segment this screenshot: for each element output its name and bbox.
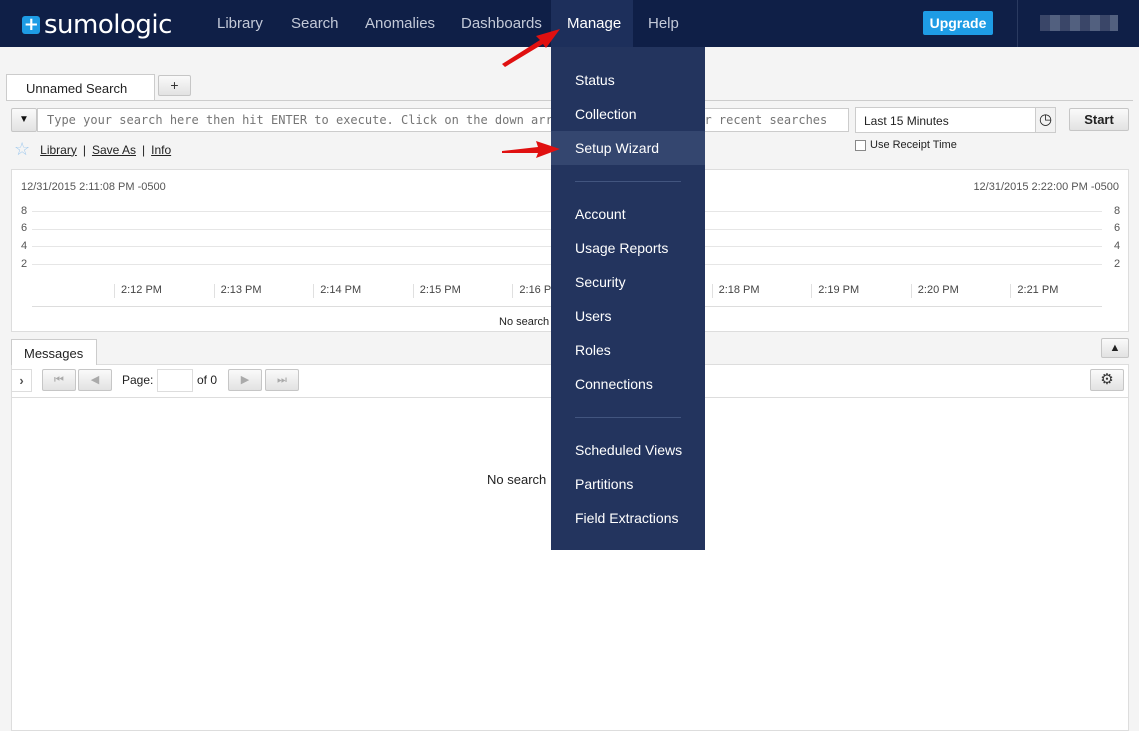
menu-divider	[575, 181, 681, 182]
nav-help[interactable]: Help	[648, 15, 679, 32]
add-tab-button[interactable]: +	[158, 75, 191, 96]
favorite-star-icon[interactable]: ☆	[14, 139, 31, 159]
y-tick-right: 8	[1114, 205, 1121, 217]
plus-icon: +	[22, 14, 40, 35]
clock-icon[interactable]: ◷	[1035, 107, 1056, 133]
manage-dropdown-menu: Status Collection Setup Wizard Account U…	[551, 47, 705, 550]
menu-item-setup-wizard[interactable]: Setup Wizard	[551, 131, 705, 165]
nav-manage[interactable]: Manage	[551, 0, 633, 47]
menu-item-status[interactable]: Status	[575, 72, 615, 88]
red-arrow-icon	[502, 29, 560, 67]
nav-library[interactable]: Library	[217, 15, 263, 32]
page-number-input[interactable]	[157, 369, 193, 392]
menu-item-scheduled-views[interactable]: Scheduled Views	[575, 442, 683, 458]
user-avatar-blurred[interactable]	[1040, 15, 1118, 31]
menu-item-users[interactable]: Users	[575, 308, 612, 324]
y-tick-right: 6	[1114, 222, 1121, 234]
last-page-button[interactable]: ⏭	[265, 369, 299, 391]
menu-item-collection[interactable]: Collection	[575, 106, 637, 122]
tab-messages[interactable]: Messages	[11, 339, 97, 365]
menu-item-roles[interactable]: Roles	[575, 342, 611, 358]
menu-item-security[interactable]: Security	[575, 274, 626, 290]
prev-page-button[interactable]: ◀	[78, 369, 112, 391]
nav-search[interactable]: Search	[291, 15, 339, 32]
x-tick: 2:16 PM	[512, 284, 560, 298]
menu-item-field-extractions[interactable]: Field Extractions	[575, 510, 679, 526]
y-tick-right: 4	[1114, 240, 1121, 252]
x-tick: 2:20 PM	[910, 284, 959, 298]
page-label: Page:	[122, 373, 154, 387]
x-tick: 2:18 PM	[711, 284, 760, 298]
x-tick: 2:19 PM	[811, 284, 859, 298]
x-tick: 2:21 PM	[1010, 284, 1058, 298]
histogram-end-time: 12/31/2015 2:22:00 PM -0500	[973, 181, 1119, 193]
first-page-button[interactable]: ⏮	[42, 369, 76, 391]
next-page-button[interactable]: ▶	[228, 369, 262, 391]
collapse-up-button[interactable]: ▲	[1101, 338, 1129, 358]
y-tick-right: 2	[1114, 258, 1121, 270]
y-tick-left: 4	[21, 240, 28, 252]
sumologic-logo[interactable]: + sumologic	[22, 10, 172, 40]
y-tick-left: 2	[21, 258, 28, 270]
y-tick-left: 8	[21, 205, 28, 217]
search-input[interactable]	[37, 108, 849, 132]
time-range-input[interactable]: Last 15 Minutes	[855, 107, 1036, 133]
x-tick: 2:12 PM	[114, 284, 162, 298]
receipt-time-checkbox[interactable]	[855, 139, 866, 151]
nav-anomalies[interactable]: Anomalies	[365, 15, 436, 32]
info-link[interactable]: Info	[151, 142, 172, 157]
messages-empty-text: No search	[487, 472, 547, 487]
x-tick: 2:13 PM	[213, 284, 262, 298]
receipt-time-option[interactable]: Use Receipt Time	[855, 139, 957, 151]
menu-item-partitions[interactable]: Partitions	[575, 476, 634, 492]
red-arrow-icon	[502, 141, 560, 158]
save-as-link[interactable]: Save As	[91, 142, 136, 157]
divider	[1017, 0, 1018, 47]
recent-searches-dropdown[interactable]: ▼	[11, 108, 37, 132]
menu-item-connections[interactable]: Connections	[575, 376, 653, 392]
menu-divider	[575, 417, 681, 418]
menu-item-account[interactable]: Account	[575, 206, 626, 222]
library-link[interactable]: Library	[40, 142, 77, 157]
start-button[interactable]: Start	[1069, 108, 1129, 131]
tab-unnamed-search[interactable]: Unnamed Search	[6, 74, 155, 101]
settings-gear-icon[interactable]: ⚙	[1090, 369, 1124, 391]
x-tick: 2:14 PM	[313, 284, 361, 298]
histogram-start-time: 12/31/2015 2:11:08 PM -0500	[21, 181, 166, 193]
histogram-empty-text: No search	[499, 316, 550, 328]
nav-dashboards[interactable]: Dashboards	[461, 15, 542, 32]
top-nav-bar: + sumologic Library Search Anomalies Dash…	[0, 0, 1139, 47]
menu-item-usage-reports[interactable]: Usage Reports	[575, 240, 669, 256]
upgrade-button[interactable]: Upgrade	[923, 11, 993, 35]
y-tick-left: 6	[21, 222, 28, 234]
page-count: of 0	[197, 373, 218, 387]
x-tick: 2:15 PM	[412, 284, 461, 298]
expand-chevron-icon[interactable]: ›	[11, 369, 32, 392]
